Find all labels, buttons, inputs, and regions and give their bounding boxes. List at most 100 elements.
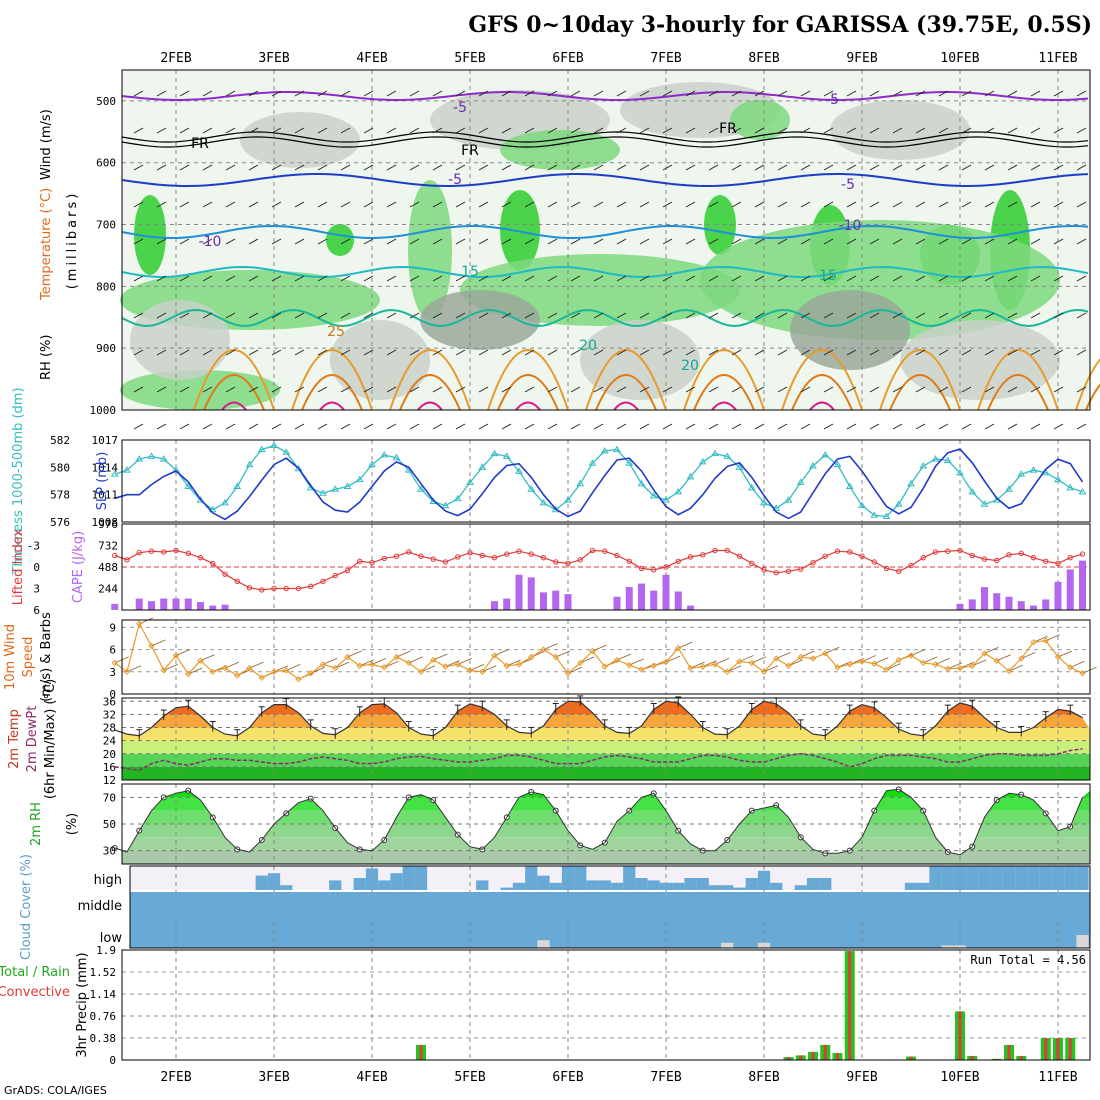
cloud-bar-high <box>586 880 599 890</box>
li-point <box>124 557 130 563</box>
wind-barb-10m <box>175 649 191 656</box>
cloud-bar-middle <box>218 892 232 920</box>
cloud-bar-high <box>635 878 648 890</box>
rh-shading <box>900 320 1060 400</box>
wind-barb <box>271 127 282 134</box>
wind-barb <box>915 90 926 97</box>
wind-barb-10m <box>286 663 301 671</box>
isotherm-30 <box>497 374 559 411</box>
isotherm-30 <box>791 374 853 411</box>
wind-barb <box>800 238 811 245</box>
wind-barb <box>202 349 213 356</box>
cloud-bar-middle <box>488 892 501 920</box>
wind-barb <box>225 127 236 134</box>
wind-barb <box>1007 312 1018 319</box>
temp-band <box>122 727 1090 741</box>
wind-barb <box>156 201 167 208</box>
wind-barb <box>1076 275 1087 282</box>
temp-label-line1: 2m Temp <box>7 709 22 769</box>
cloud-bar-high <box>794 885 807 890</box>
wind-barb <box>731 312 742 319</box>
wind-barb <box>593 275 604 282</box>
wind-barb <box>225 275 236 282</box>
wind-barb <box>225 312 236 319</box>
cloud-bar-middle <box>880 892 893 920</box>
wind-barb-10m <box>151 639 166 647</box>
wind-barb <box>340 423 351 430</box>
cloud-bar-high <box>1051 866 1065 890</box>
wind-barb <box>478 164 489 171</box>
thickness-point <box>245 460 254 468</box>
wind-barb <box>961 164 972 171</box>
wind-barb <box>363 90 374 97</box>
wind-barb-10m <box>371 658 387 665</box>
wind-barb <box>846 127 857 134</box>
wind-point <box>172 652 180 659</box>
wind-barb <box>570 312 581 319</box>
wind-barb-10m <box>506 659 521 667</box>
isotherm-25 <box>879 349 961 411</box>
cape-bar <box>148 601 155 610</box>
cloud-bar-middle <box>868 892 881 920</box>
li-tick: 3 <box>33 583 40 596</box>
wind-barb <box>777 127 788 134</box>
wind-barb-10m <box>1008 664 1024 672</box>
wind-barb <box>961 275 972 282</box>
li-point <box>675 558 681 564</box>
wind-barb <box>294 312 305 319</box>
wind-barb-10m <box>396 650 411 658</box>
wind-barb <box>616 238 627 245</box>
cloud-bar-middle <box>1039 892 1052 920</box>
wind-barb <box>731 349 742 356</box>
thickness-point <box>478 463 487 470</box>
wind-barb-10m <box>555 650 570 658</box>
rh-shading <box>408 180 452 320</box>
wind-barb <box>179 164 190 171</box>
wind-barb <box>1030 90 1041 97</box>
li-point <box>210 560 216 567</box>
li-point <box>1030 554 1037 561</box>
wind-point <box>393 653 400 661</box>
cape-tick: 488 <box>98 561 118 574</box>
wind-barb <box>248 312 259 319</box>
li-point <box>112 552 118 559</box>
cloud-bar-high <box>733 887 746 890</box>
wind-barb <box>248 349 259 356</box>
wind-barb <box>984 238 995 245</box>
thickness-point <box>417 485 425 492</box>
isotherm-30 <box>987 374 1049 411</box>
rh-shading <box>240 112 360 168</box>
wind-barb <box>363 164 374 171</box>
date-label-bottom: 2FEB <box>160 1070 191 1085</box>
wind-barb <box>662 90 673 97</box>
wind-barb <box>455 386 466 393</box>
wind-barb <box>271 238 282 245</box>
cloud-bar-high <box>819 878 832 890</box>
wind-point <box>344 653 351 661</box>
wind-barb <box>846 201 857 208</box>
wind-barb <box>478 201 489 208</box>
isotherm-30 <box>595 374 657 411</box>
wind-barb <box>248 201 259 208</box>
wind-barb <box>731 201 742 208</box>
wind-barb <box>294 238 305 245</box>
wind-barb <box>271 164 282 171</box>
wind-barb <box>570 349 581 356</box>
thickness-point <box>686 472 695 480</box>
cloud-bar-high <box>623 866 636 890</box>
wind-barb <box>363 127 374 134</box>
wind-barb <box>294 164 305 171</box>
temp-label-line3: (6hr Min/Max) (°C) <box>43 679 58 799</box>
slp-tick: 1014 <box>92 461 119 474</box>
cloud-bar-high <box>929 866 942 890</box>
thickness-point <box>564 496 572 503</box>
isotherm-25 <box>977 349 1059 411</box>
cloud-bar-high <box>537 875 550 890</box>
wind-barb <box>708 386 719 393</box>
wind-barb <box>202 423 213 430</box>
wind-barb-10m <box>665 655 681 663</box>
wind-barb <box>708 423 719 430</box>
wind-barb <box>938 238 949 245</box>
wind-barb <box>892 312 903 319</box>
cape-bar <box>1054 581 1062 610</box>
